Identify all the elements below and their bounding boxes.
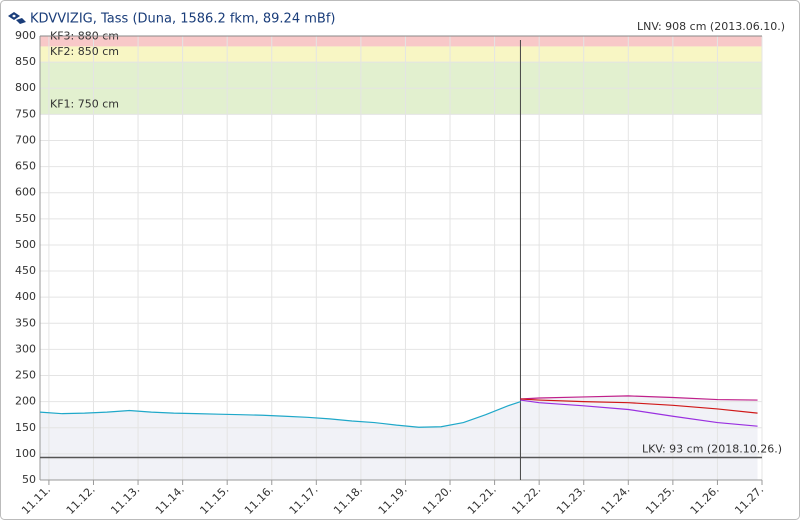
series-line (39, 401, 521, 428)
band (40, 46, 762, 63)
y-tick-label: 200 (15, 395, 36, 408)
y-tick-label: 500 (15, 238, 36, 251)
y-tick-label: 900 (15, 29, 36, 42)
y-tick-label: 700 (15, 133, 36, 146)
y-tick-label: 600 (15, 186, 36, 199)
band-label: KF2: 850 cm (50, 45, 119, 58)
series-line (520, 395, 758, 401)
y-tick-label: 800 (15, 81, 36, 94)
chart-title: KDVVIZIG, Tass (Duna, 1586.2 fkm, 89.24 … (30, 12, 335, 27)
y-tick-label: 750 (15, 107, 36, 120)
area-fill (40, 395, 758, 480)
y-tick-label: 850 (15, 55, 36, 68)
y-tick-label: 650 (15, 160, 36, 173)
series-line (520, 398, 758, 414)
series-line (520, 399, 758, 427)
top-note: LNV: 908 cm (2013.06.10.) (637, 20, 785, 33)
y-tick-label: 50 (22, 473, 36, 486)
y-tick-label: 150 (15, 421, 36, 434)
logo (8, 12, 26, 24)
band-label: KF1: 750 cm (50, 97, 119, 110)
y-tick-label: 250 (15, 369, 36, 382)
y-tick-label: 450 (15, 264, 36, 277)
reference-label: LKV: 93 cm (2018.10.26.) (642, 443, 782, 456)
y-tick-label: 350 (15, 316, 36, 329)
band (40, 36, 762, 47)
y-tick-label: 400 (15, 290, 36, 303)
y-tick-label: 300 (15, 342, 36, 355)
y-tick-label: 100 (15, 447, 36, 460)
y-tick-label: 550 (15, 212, 36, 225)
